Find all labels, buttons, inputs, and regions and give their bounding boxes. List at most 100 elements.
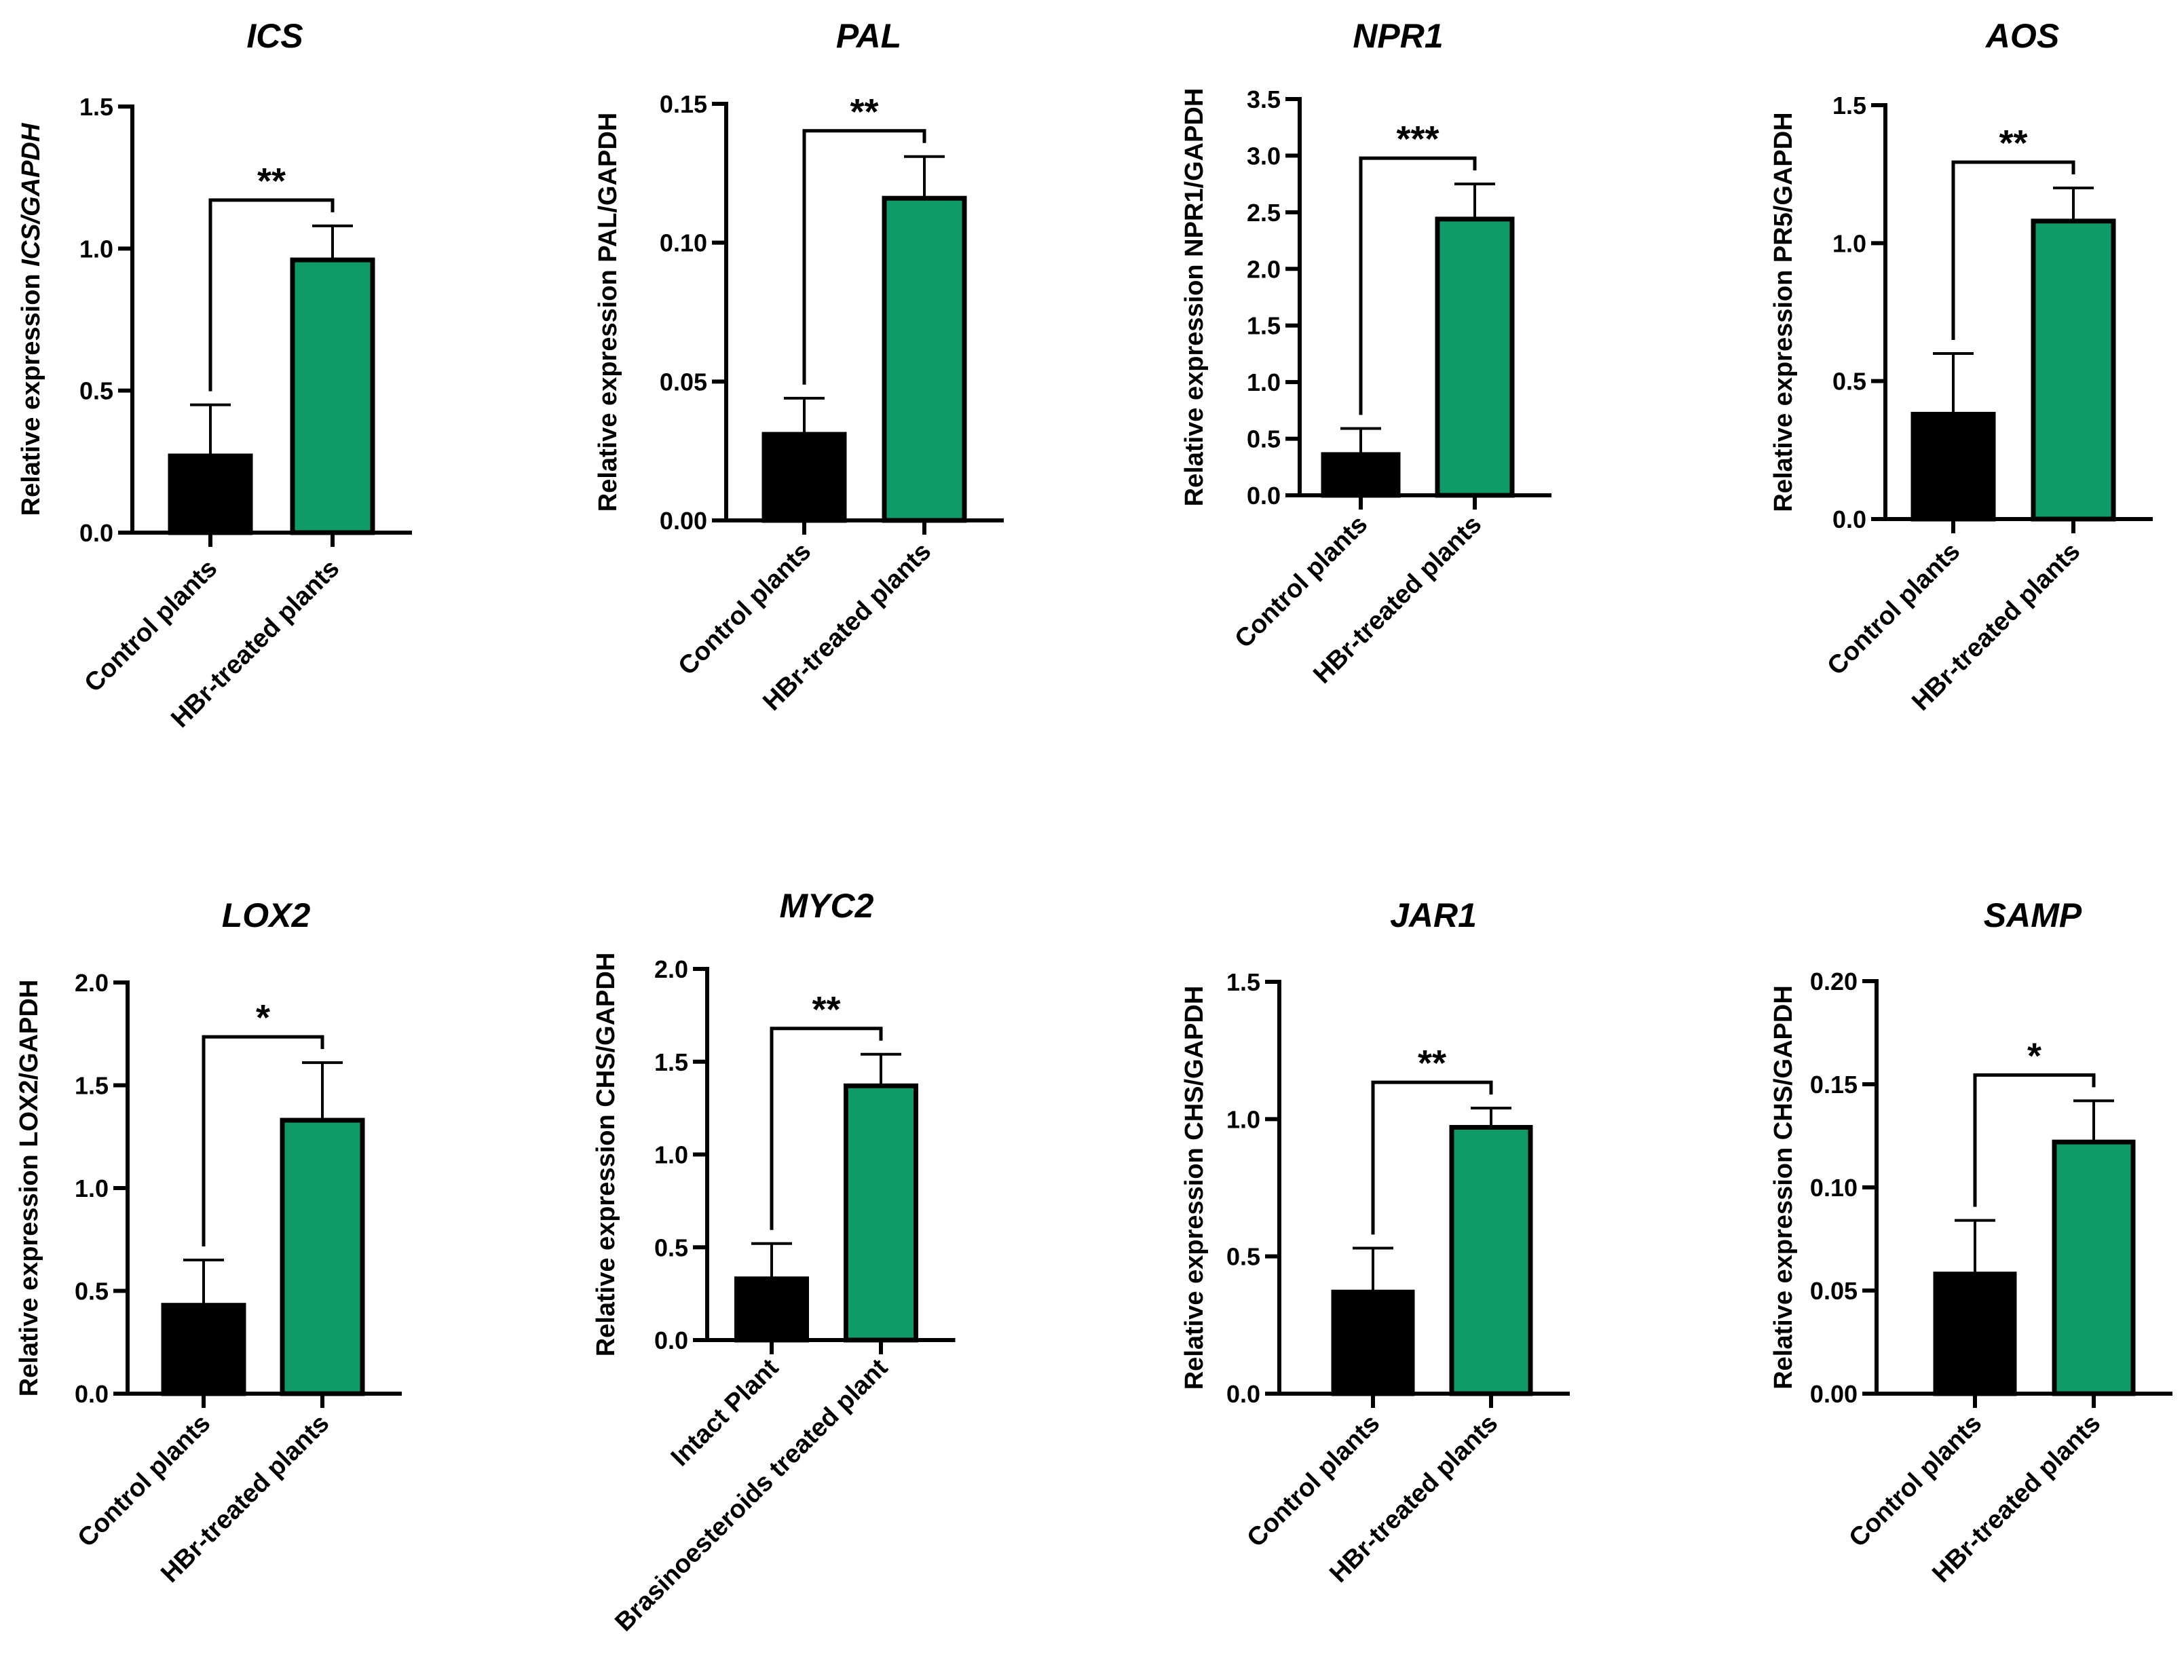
y-tick-label: 1.0 bbox=[1832, 229, 1866, 257]
chart-panel-ics: ICS Relative expression ICS/GAPDH 0.0 0.5 1.… bbox=[17, 17, 412, 733]
y-tick-label: 0.0 bbox=[79, 519, 113, 547]
significance-label: ** bbox=[812, 989, 840, 1030]
significance-bracket bbox=[770, 1027, 883, 1230]
significance-bracket bbox=[208, 198, 335, 392]
chart-panel-samp: SAMP Relative expression CHS/GAPDH 0.00 0.0… bbox=[1769, 896, 2172, 1588]
y-tick-label: 0.5 bbox=[654, 1234, 688, 1261]
y-axis-label-part: ICS/GAPDH bbox=[17, 122, 45, 267]
significance-bracket bbox=[802, 129, 926, 385]
y-tick-label: 0.15 bbox=[1810, 1071, 1858, 1099]
y-tick-label: 0.00 bbox=[660, 507, 707, 535]
y-axis-label-part: Relative expression bbox=[17, 267, 45, 516]
y-tick-label: 1.0 bbox=[79, 235, 113, 263]
chart-panel-aos: AOS Relative expression PR5/GAPDH 0.0 0.5 1.… bbox=[1769, 17, 2153, 717]
y-tick-label: 2.5 bbox=[1247, 199, 1281, 227]
bar-treated bbox=[290, 257, 375, 535]
bar-control bbox=[1910, 411, 1996, 522]
chart-title: AOS bbox=[1984, 17, 2059, 55]
bar-treated bbox=[2031, 218, 2116, 522]
significance-bracket bbox=[1371, 1080, 1493, 1235]
chart-title: SAMP bbox=[1984, 896, 2082, 934]
bar-treated bbox=[280, 1118, 365, 1396]
y-axis-label: Relative expression PR5/GAPDH bbox=[1769, 112, 1798, 512]
y-tick-label: 1.5 bbox=[79, 93, 113, 121]
significance-bracket bbox=[1973, 1073, 2096, 1207]
y-tick-label: 0.5 bbox=[75, 1278, 109, 1305]
y-axis-label: Relative expression LOX2/GAPDH bbox=[15, 980, 43, 1397]
y-tick-label: 2.0 bbox=[654, 955, 688, 983]
bar-treated bbox=[2052, 1139, 2136, 1396]
y-tick-label: 0.5 bbox=[1832, 368, 1866, 396]
bar-treated bbox=[844, 1083, 918, 1343]
significance-label: ** bbox=[850, 92, 878, 132]
y-tick-label: 1.5 bbox=[75, 1072, 109, 1100]
chart-title: NPR1 bbox=[1353, 17, 1443, 55]
y-axis-label: Relative expression CHS/GAPDH bbox=[592, 953, 620, 1357]
chart-title: LOX2 bbox=[222, 896, 311, 934]
y-axis-label: Relative expression CHS/GAPDH bbox=[1180, 986, 1209, 1390]
bar-treated bbox=[1449, 1124, 1533, 1396]
bar-control bbox=[1321, 452, 1401, 498]
y-tick-label: 1.5 bbox=[654, 1048, 688, 1076]
significance-label: ** bbox=[257, 161, 286, 202]
significance-bracket bbox=[202, 1035, 324, 1247]
significance-bracket bbox=[1951, 160, 2075, 340]
y-tick-label: 0.0 bbox=[654, 1326, 688, 1354]
chart-panel-lox2: LOX2 Relative expression LOX2/GAPDH 0.0 0.5… bbox=[15, 896, 402, 1588]
y-tick-label: 1.5 bbox=[1226, 968, 1260, 996]
y-tick-label: 2.0 bbox=[1247, 255, 1281, 283]
y-tick-label: 0.0 bbox=[75, 1380, 109, 1408]
bar-control bbox=[168, 453, 253, 535]
y-tick-label: 0.0 bbox=[1832, 505, 1866, 533]
significance-label: * bbox=[256, 997, 270, 1038]
bar-control bbox=[1331, 1289, 1415, 1396]
y-axis-label: Relative expression ICS/GAPDH bbox=[17, 122, 45, 516]
bar-control bbox=[1933, 1272, 2017, 1396]
y-tick-label: 1.5 bbox=[1832, 92, 1866, 119]
y-tick-label: 0.5 bbox=[1247, 425, 1281, 453]
chart-title: JAR1 bbox=[1390, 896, 1477, 934]
bar-control bbox=[161, 1303, 246, 1396]
significance-label: ** bbox=[1418, 1043, 1446, 1084]
y-tick-label: 0.10 bbox=[1810, 1174, 1858, 1202]
y-tick-label: 1.0 bbox=[654, 1141, 688, 1169]
y-axis-label: Relative expression PAL/GAPDH bbox=[594, 113, 622, 512]
y-tick-label: 1.5 bbox=[1247, 312, 1281, 340]
y-tick-label: 0.05 bbox=[660, 368, 707, 396]
significance-label: ** bbox=[1999, 123, 2027, 164]
chart-title: ICS bbox=[246, 17, 303, 55]
bar-treated bbox=[882, 195, 967, 523]
significance-label: * bbox=[2027, 1035, 2041, 1076]
bar-control bbox=[734, 1276, 809, 1343]
y-tick-label: 1.0 bbox=[75, 1175, 109, 1202]
y-tick-label: 0.15 bbox=[660, 90, 707, 118]
bar-control bbox=[761, 432, 847, 523]
y-tick-label: 0.0 bbox=[1226, 1380, 1260, 1408]
y-tick-label: 3.5 bbox=[1247, 85, 1281, 113]
y-tick-label: 2.0 bbox=[75, 969, 109, 997]
y-tick-label: 0.5 bbox=[1226, 1243, 1260, 1271]
chart-title: PAL bbox=[836, 17, 901, 55]
y-tick-label: 0.0 bbox=[1247, 482, 1281, 510]
chart-panel-pal: PAL Relative expression PAL/GAPDH 0.00 0.05… bbox=[594, 17, 1004, 717]
y-tick-label: 1.0 bbox=[1247, 368, 1281, 396]
y-tick-label: 0.00 bbox=[1810, 1380, 1858, 1408]
y-tick-label: 0.10 bbox=[660, 229, 707, 257]
x-category-label: Control plants bbox=[79, 554, 223, 698]
y-tick-label: 1.0 bbox=[1226, 1105, 1260, 1133]
y-tick-label: 0.20 bbox=[1810, 968, 1858, 995]
chart-panel-jar1: JAR1 Relative expression CHS/GAPDH 0.0 0.5 1… bbox=[1180, 896, 1570, 1588]
bar-treated bbox=[1435, 216, 1515, 498]
significance-bracket bbox=[1359, 156, 1477, 415]
x-category-label: Intact Plant bbox=[666, 1353, 785, 1472]
chart-panel-myc2: MYC2 Relative expression CHS/GAPDH 0.0 0.5 1… bbox=[592, 887, 956, 1637]
chart-panel-npr1: NPR1 Relative expression NPR1/GAPDH 0.0 0.5… bbox=[1180, 17, 1551, 689]
y-tick-label: 0.5 bbox=[79, 377, 113, 405]
y-axis-label: Relative expression CHS/GAPDH bbox=[1769, 985, 1798, 1390]
chart-title: MYC2 bbox=[780, 887, 874, 925]
y-tick-label: 3.0 bbox=[1247, 142, 1281, 170]
significance-label: *** bbox=[1396, 119, 1439, 159]
y-tick-label: 0.05 bbox=[1810, 1277, 1858, 1305]
y-axis-label: Relative expression NPR1/GAPDH bbox=[1180, 88, 1209, 507]
